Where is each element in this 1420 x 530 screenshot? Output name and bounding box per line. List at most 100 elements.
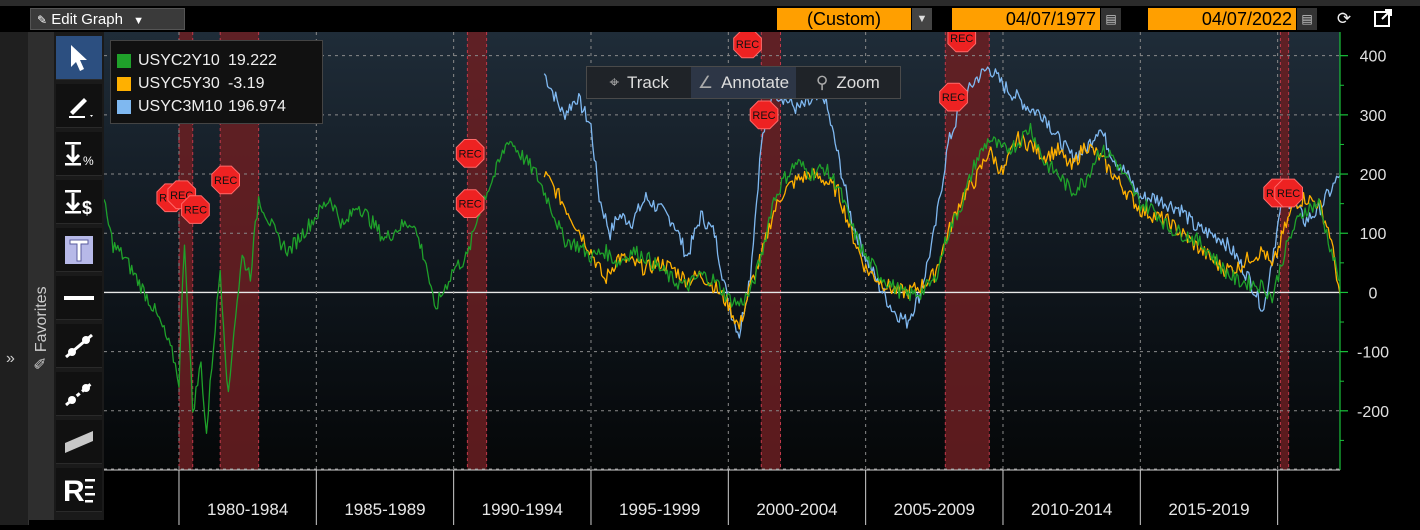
rec-marker: REC: [455, 189, 485, 218]
ray-line-tool[interactable]: [56, 372, 102, 416]
recession-band: [178, 32, 193, 470]
horizontal-line-tool[interactable]: [56, 276, 102, 320]
track-mode-button[interactable]: ⌖ Track: [587, 67, 691, 98]
start-calendar-icon[interactable]: ▤: [1101, 8, 1121, 30]
y-tick-label: -100: [1357, 345, 1389, 362]
start-date-input[interactable]: 04/07/1977: [952, 8, 1100, 30]
period-dropdown-icon[interactable]: ▼: [912, 8, 932, 30]
channel-icon: [65, 430, 93, 453]
rec-marker-label: REC: [752, 110, 775, 122]
legend-item-usyc2y10[interactable]: USYC2Y10 19.222: [117, 49, 316, 72]
rec-marker-label: REC: [950, 33, 973, 45]
zoom-mode-button[interactable]: ⚲ Zoom: [796, 67, 900, 98]
rec-marker: REC: [1274, 178, 1303, 208]
chart-mode-bar: ⌖ Track ∠ Annotate ⚲ Zoom: [586, 66, 901, 99]
pen-icon: ∠: [697, 72, 714, 92]
legend-item-usyc5y30[interactable]: USYC5Y30 -3.19: [117, 72, 316, 95]
rec-marker: REC: [749, 100, 779, 130]
legend-item-usyc3m10[interactable]: USYC3M10 196.974: [117, 95, 316, 118]
edit-graph-label: Edit Graph: [51, 11, 123, 28]
rec-marker-label: REC: [942, 92, 965, 104]
rec-marker: REC: [181, 195, 210, 224]
rec-marker-label: REC: [459, 148, 482, 160]
pointer-icon: [71, 44, 87, 71]
series-line-usyc3m10: [543, 66, 1340, 339]
legend-series-name: USYC3M10: [138, 97, 223, 115]
edit-graph-icon: ✎: [37, 13, 48, 27]
y-tick-label: 100: [1360, 226, 1387, 243]
favorites-label[interactable]: ✎ Favorites: [33, 286, 50, 370]
rec-marker-shape: [1274, 178, 1303, 208]
svg-text:$: $: [82, 198, 92, 217]
price-level-tool[interactable]: $: [56, 180, 102, 224]
legend-series-value: 19.222: [228, 51, 277, 69]
period-select[interactable]: (Custom): [777, 8, 911, 30]
text-tool[interactable]: [56, 228, 102, 272]
edit-graph-button[interactable]: ✎ Edit Graph ▼: [30, 8, 185, 30]
svg-text:%: %: [83, 154, 94, 168]
x-tick-label: 1995-1999: [619, 500, 700, 519]
recession-band: [467, 32, 487, 470]
rec-marker: REC: [455, 139, 485, 168]
legend-series-value: -3.19: [228, 74, 265, 92]
ray-icon: [65, 381, 93, 406]
trend-line-tool[interactable]: [56, 324, 102, 368]
x-tick-label: 1985-1989: [344, 500, 425, 519]
rec-marker-label: REC: [736, 39, 759, 51]
end-date-input[interactable]: 04/07/2022: [1148, 8, 1296, 30]
refresh-icon[interactable]: ⟳: [1336, 9, 1352, 28]
percent-level-tool[interactable]: %: [56, 132, 102, 176]
regression-tool[interactable]: R: [56, 468, 102, 512]
select-arrow-tool[interactable]: [56, 36, 102, 80]
expand-panel-icon[interactable]: »: [6, 350, 15, 367]
rec-marker-shape: [211, 165, 240, 195]
left-rail: »: [0, 32, 29, 525]
crosshair-icon: ⌖: [609, 72, 620, 92]
rec-marker: REC: [211, 165, 240, 195]
pencil-icon: ✎: [33, 352, 50, 370]
y-tick-label: -200: [1357, 404, 1389, 421]
y-tick-label: 200: [1360, 167, 1387, 184]
x-tick-label: 2000-2004: [756, 500, 837, 519]
rec-marker: REC: [939, 82, 968, 112]
recession-band: [761, 32, 781, 470]
hline-icon: [64, 295, 94, 300]
favorites-panel: ▶: [28, 32, 74, 520]
track-label: Track: [627, 72, 669, 92]
x-tick-label: 1980-1984: [207, 500, 288, 519]
rec-marker-shape: [181, 195, 210, 224]
legend-swatch: [117, 53, 131, 68]
recession-band: [1280, 32, 1289, 470]
trendline-icon: [65, 333, 93, 358]
y-tick-label: 300: [1360, 108, 1387, 125]
end-calendar-icon[interactable]: ▤: [1297, 8, 1317, 30]
rec-marker-label: REC: [459, 199, 482, 211]
legend-swatch: [117, 99, 131, 114]
drawing-toolbar: % $ R: [54, 32, 104, 520]
legend-series-value: 196.974: [228, 97, 286, 115]
popout-icon[interactable]: [1372, 8, 1394, 30]
draw-pen-tool[interactable]: [56, 84, 102, 128]
zoom-label: Zoom: [836, 72, 880, 92]
x-tick-label: 2010-2014: [1031, 500, 1112, 519]
rec-marker-shape: [455, 189, 485, 218]
rec-marker-shape: [939, 82, 968, 112]
rec-marker-label: REC: [184, 205, 207, 217]
rec-marker-shape: [733, 29, 762, 59]
x-tick-label: 2005-2009: [894, 500, 975, 519]
rec-marker-shape: [749, 100, 779, 130]
x-tick-label: 1990-1994: [482, 500, 563, 519]
magnifier-icon: ⚲: [815, 72, 829, 92]
rec-marker-label: REC: [214, 175, 237, 187]
x-axis-band: [104, 470, 1340, 525]
channel-tool[interactable]: [56, 420, 102, 464]
legend[interactable]: USYC2Y10 19.222 USYC5Y30 -3.19 USYC3M10 …: [110, 40, 323, 124]
rec-marker: REC: [733, 29, 762, 59]
y-tick-label: 400: [1360, 49, 1387, 66]
annotate-mode-button[interactable]: ∠ Annotate: [691, 67, 796, 98]
x-tick-label: 2015-2019: [1168, 500, 1249, 519]
percent-line-icon: %: [65, 141, 94, 168]
legend-series-name: USYC5Y30: [138, 74, 220, 92]
series-line-usyc2y10: [104, 122, 1340, 434]
chevron-down-icon: ▼: [133, 15, 145, 27]
